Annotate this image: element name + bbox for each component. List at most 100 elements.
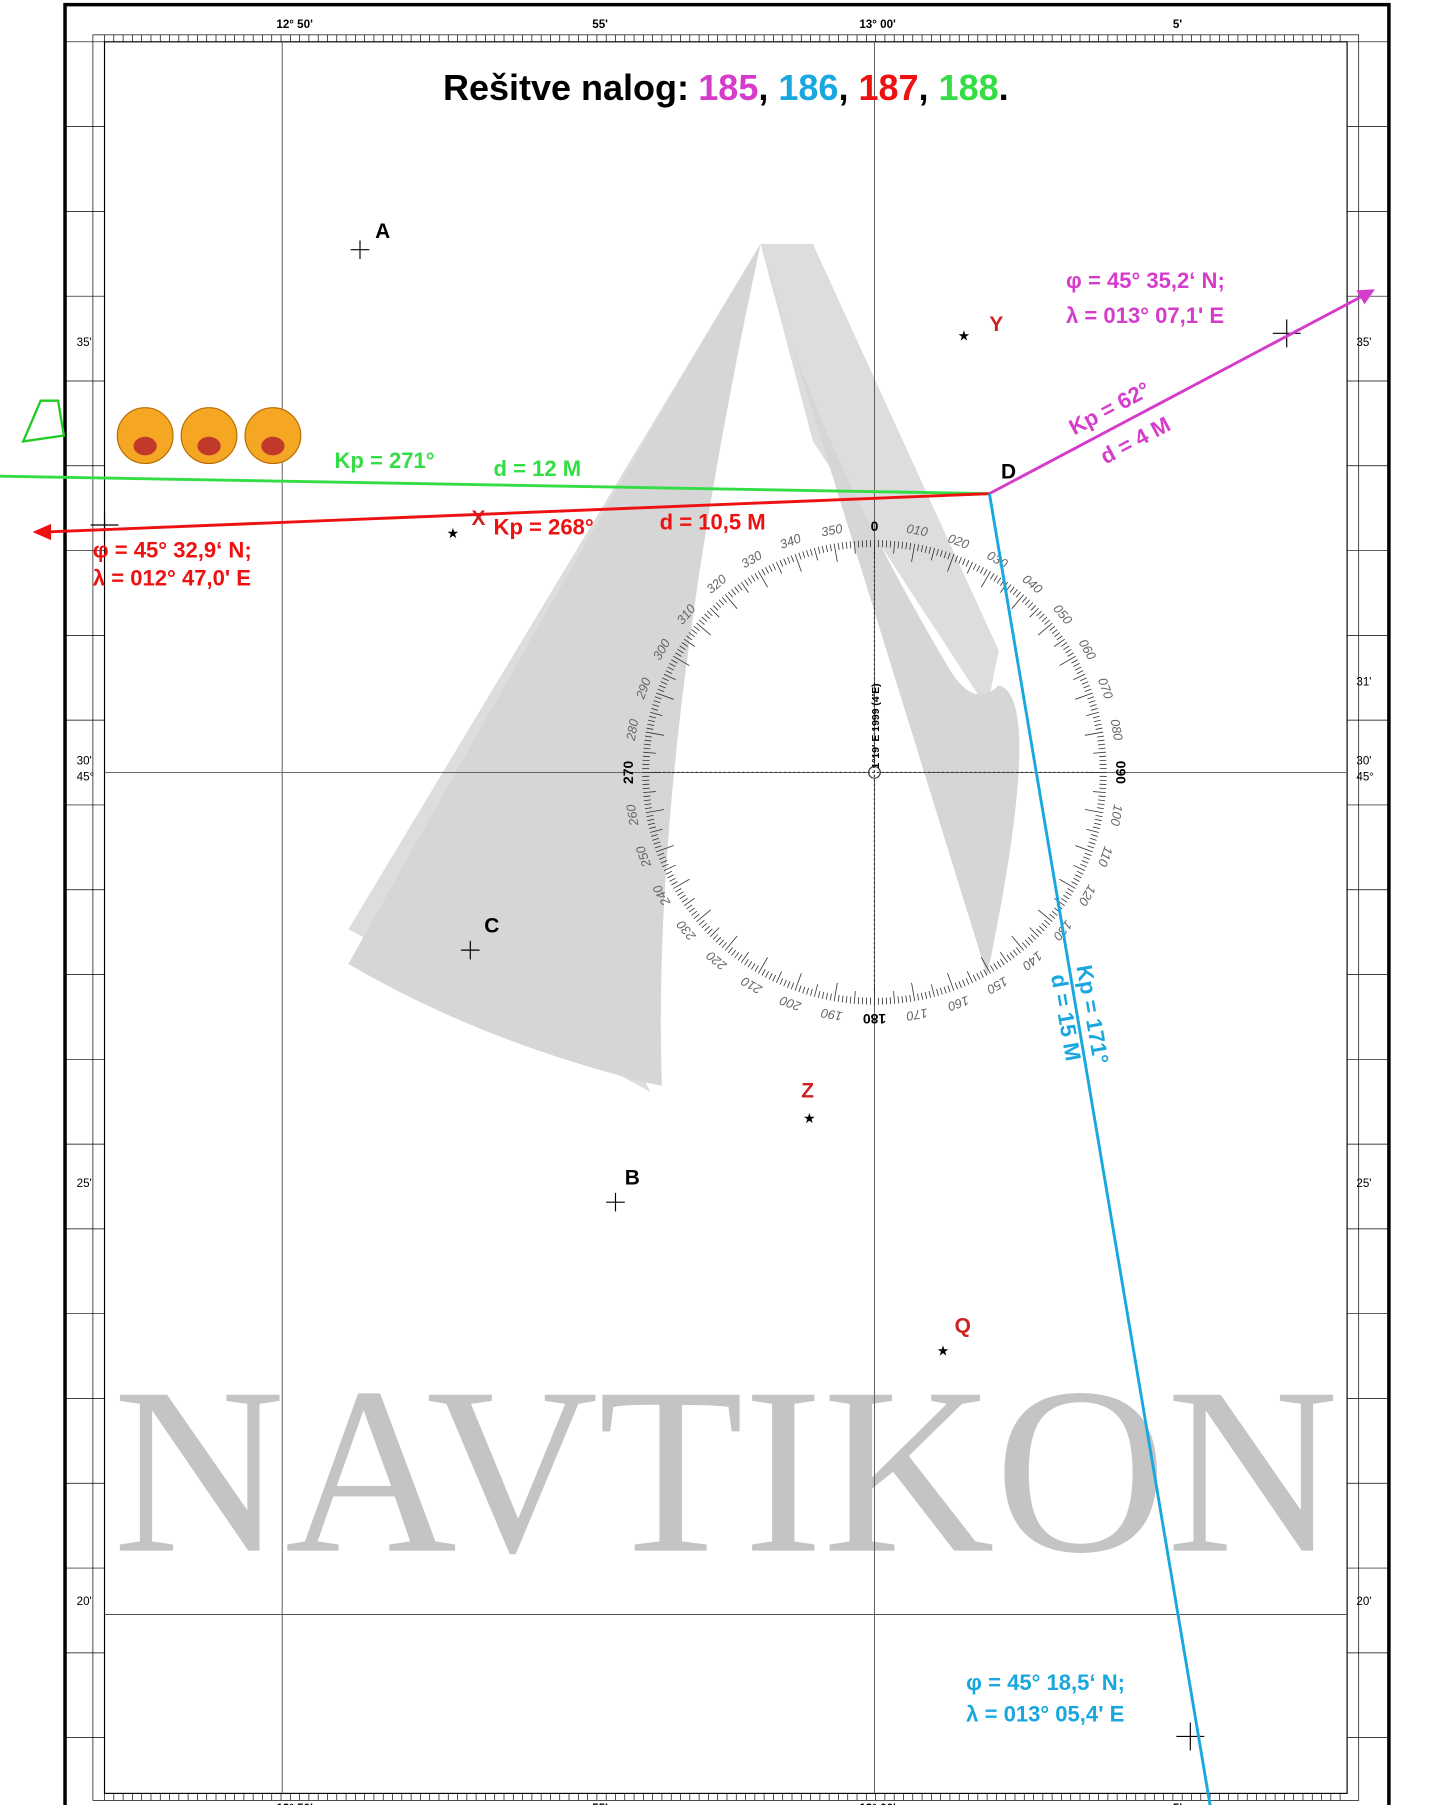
compass-tick: [962, 558, 966, 566]
compass-tick: [993, 963, 998, 970]
compass-tick: [939, 550, 943, 558]
compass-tick: [707, 610, 713, 617]
compass-tick: [976, 565, 981, 572]
compass-tick: [983, 569, 988, 576]
border-label-right: 45°: [1356, 771, 1374, 784]
compass-tick: [724, 935, 738, 951]
compass-tick: [772, 563, 777, 571]
compass-tick: [671, 881, 678, 886]
compass-tick: [643, 795, 651, 798]
compass-label: 280: [623, 718, 642, 743]
compass-label: 050: [1050, 601, 1075, 627]
frame-scale: [92, 34, 1360, 1801]
waving-hand: [21, 399, 66, 443]
compass-tick: [1073, 864, 1086, 871]
compass-tick: [698, 619, 705, 625]
compass-tick: [1012, 949, 1018, 956]
compass-tick: [1054, 632, 1061, 638]
compass-label: 290: [632, 676, 654, 702]
compass-tick: [1092, 826, 1100, 830]
point-label: Q: [955, 1314, 971, 1337]
compass-tick: [849, 541, 852, 549]
compass-tick: [669, 662, 676, 667]
sail-right: [760, 243, 1020, 976]
compass-tick: [765, 567, 770, 574]
compass-tick: [1081, 681, 1089, 685]
compass-tick: [1036, 610, 1042, 617]
title-item: 186: [778, 67, 838, 108]
compass-tick: [1051, 910, 1058, 916]
position-lat: φ = 45° 35,2‘ N;: [1066, 268, 1225, 293]
compass-label: 010: [905, 521, 929, 539]
compass-tick: [765, 971, 770, 978]
compass-tick: [654, 845, 662, 849]
title-item: 185: [698, 67, 758, 108]
compass-tick: [954, 982, 959, 990]
compass-tick: [693, 625, 700, 631]
compass-tick: [698, 919, 705, 926]
compass-tick: [648, 719, 656, 723]
compass-tick: [930, 547, 935, 561]
compass-tick: [657, 852, 665, 857]
compass-tick: [644, 735, 652, 738]
compass-tick: [1096, 807, 1104, 810]
compass-tick: [662, 677, 669, 682]
compass-tick: [644, 803, 652, 806]
compass-tick: [653, 841, 661, 845]
compass-tick: [1084, 731, 1104, 736]
compass-tick: [657, 688, 665, 693]
compass-tick: [744, 958, 749, 966]
compass-label: 340: [778, 530, 803, 551]
compass-tick: [737, 584, 743, 591]
compass-tick: [849, 996, 852, 1004]
compass-tick: [1006, 954, 1012, 961]
position-lon: λ = 012° 47,0' E: [93, 565, 251, 590]
compass-tick: [658, 856, 666, 860]
compass-tick: [966, 971, 973, 984]
compass-tick: [1088, 700, 1096, 704]
compass-tick: [701, 922, 708, 929]
compass-tick: [806, 550, 809, 558]
compass-tick: [663, 864, 676, 871]
compass-tick: [1041, 922, 1048, 929]
compass-tick: [1073, 662, 1080, 667]
compass-tick: [718, 599, 725, 606]
compass-tick: [724, 594, 738, 609]
compass-tick: [650, 711, 663, 716]
compass-tick: [677, 648, 684, 654]
compass-tick: [691, 910, 698, 916]
compass-tick: [648, 715, 656, 719]
compass-tick: [893, 991, 896, 1004]
compass-tick: [643, 743, 651, 746]
compass-tick: [775, 971, 783, 984]
border-label-bottom: 5': [1173, 1802, 1182, 1805]
point-label: D: [1001, 461, 1016, 484]
compass-tick: [647, 723, 655, 726]
compass-tick: [845, 996, 848, 1004]
compass-tick: [837, 994, 840, 1002]
compass-tick: [928, 990, 932, 998]
watermark-text: NAVTIKON: [113, 1340, 1339, 1603]
compass-tick: [936, 988, 939, 996]
compass-tick: [709, 607, 720, 618]
compass-tick: [1094, 723, 1102, 726]
track-magenta: [988, 293, 1366, 495]
compass-tick: [1011, 935, 1025, 951]
title-separator: .: [999, 67, 1009, 108]
compass-tick: [810, 988, 813, 996]
point-star: ★: [447, 525, 459, 541]
compass-tick: [768, 565, 773, 572]
compass-tick: [1084, 809, 1104, 814]
compass-tick: [1089, 837, 1097, 841]
compass-tick: [645, 809, 665, 814]
compass-tick: [1092, 715, 1100, 719]
compass-tick: [817, 990, 821, 998]
compass-tick: [833, 543, 838, 563]
compass-tick: [1049, 913, 1056, 919]
compass-tick: [768, 972, 773, 980]
compass-tick: [1075, 692, 1093, 700]
compass-tick: [990, 965, 995, 972]
compass-tick: [825, 992, 829, 1000]
compass-tick: [1027, 602, 1034, 608]
compass-tick: [1095, 727, 1103, 730]
